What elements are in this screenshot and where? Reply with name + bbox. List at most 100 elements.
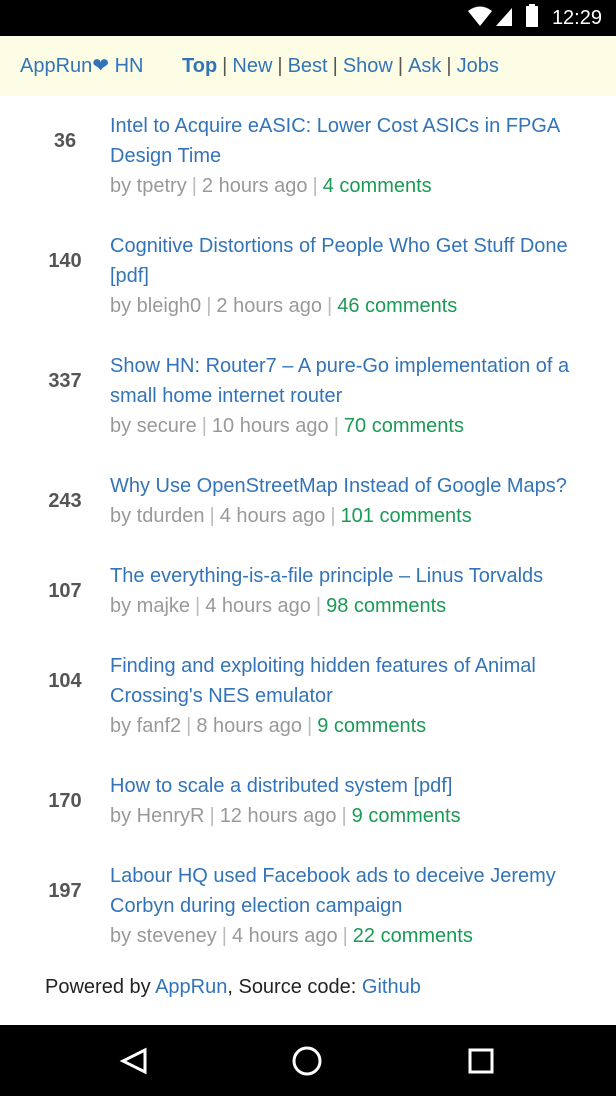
score: 104	[48, 670, 82, 692]
story-meta: by majke | 4 hours ago | 98 comments	[110, 591, 596, 621]
meta-separator: |	[221, 925, 227, 947]
brand-link[interactable]: AppRun❤ HN	[20, 55, 144, 77]
nav: Top | New | Best | Show | Ask | Jobs	[182, 36, 499, 96]
time: 2 hours ago	[201, 175, 308, 197]
story-item: 140 Cognitive Distortions of People Who G…	[0, 216, 616, 336]
story-body: Intel to Acquire eASIC: Lower Cost ASICs…	[110, 111, 596, 201]
author[interactable]: by secure	[110, 415, 197, 437]
meta-separator: |	[327, 295, 333, 317]
nav-separator: |	[222, 55, 228, 77]
story-title[interactable]: Show HN: Router7 – A pure-Go implementat…	[110, 355, 570, 407]
story-meta: by secure | 10 hours ago | 70 comments	[110, 411, 596, 441]
comments-link[interactable]: 98 comments	[326, 595, 447, 617]
home-button[interactable]	[292, 1046, 322, 1076]
meta-separator: |	[191, 175, 197, 197]
author[interactable]: by steveney	[110, 925, 217, 947]
comments-link[interactable]: 46 comments	[337, 295, 458, 317]
story-title[interactable]: How to scale a distributed system [pdf]	[110, 775, 453, 797]
story-item: 243 Why Use OpenStreetMap Instead of Goog…	[0, 456, 616, 546]
nav-link[interactable]: Top	[182, 55, 218, 77]
nav-separator: |	[446, 55, 452, 77]
score: 197	[48, 880, 82, 902]
meta-separator: |	[330, 505, 336, 527]
title-row: How to scale a distributed system [pdf]	[110, 771, 596, 801]
author[interactable]: by majke	[110, 595, 191, 617]
meta-separator: |	[307, 715, 313, 737]
story-item: 197 Labour HQ used Facebook ads to deceiv…	[0, 846, 616, 948]
time: 8 hours ago	[196, 715, 303, 737]
author[interactable]: by tpetry	[110, 175, 187, 197]
story-body: Finding and exploiting hidden features o…	[110, 651, 596, 741]
story-meta: by fanf2 | 8 hours ago | 9 comments	[110, 711, 596, 741]
title-row: Labour HQ used Facebook ads to deceive J…	[110, 861, 596, 921]
nav-link[interactable]: Best	[287, 55, 328, 77]
story-list: 36 Intel to Acquire eASIC: Lower Cost ASI…	[0, 96, 616, 948]
title-row: Show HN: Router7 – A pure-Go implementat…	[110, 351, 596, 411]
story-title[interactable]: The everything-is-a-file principle – Lin…	[110, 565, 544, 587]
story-body: Cognitive Distortions of People Who Get …	[110, 231, 596, 321]
meta-separator: |	[342, 925, 348, 947]
score: 170	[48, 790, 82, 812]
score: 140	[48, 250, 82, 272]
meta-separator: |	[312, 175, 318, 197]
comments-link[interactable]: 70 comments	[343, 415, 464, 437]
meta-separator: |	[195, 595, 201, 617]
comments-link[interactable]: 9 comments	[351, 805, 461, 827]
time: 12 hours ago	[219, 805, 337, 827]
time: 2 hours ago	[216, 295, 323, 317]
nav-link[interactable]: Show	[342, 55, 393, 77]
title-row: Finding and exploiting hidden features o…	[110, 651, 596, 711]
nav-separator: |	[397, 55, 404, 77]
story-title[interactable]: Labour HQ used Facebook ads to deceive J…	[110, 865, 556, 917]
nav-link[interactable]: Jobs	[456, 55, 499, 77]
author[interactable]: by HenryR	[110, 805, 205, 827]
navigation-bar	[0, 1025, 616, 1096]
time: 4 hours ago	[231, 925, 338, 947]
story-item: 104 Finding and exploiting hidden feature…	[0, 636, 616, 756]
back-button[interactable]	[119, 1047, 147, 1075]
story-meta: by tpetry | 2 hours ago | 4 comments	[110, 171, 596, 201]
story-title[interactable]: Intel to Acquire eASIC: Lower Cost ASICs…	[110, 115, 560, 167]
story-title[interactable]: Cognitive Distortions of People Who Get …	[110, 235, 568, 287]
story-body: Show HN: Router7 – A pure-Go implementat…	[110, 351, 596, 441]
score: 243	[48, 490, 82, 512]
header: AppRun❤ HN Top | New | Best | Show | Ask | Jobs	[0, 36, 616, 96]
comments-link[interactable]: 4 comments	[322, 175, 432, 197]
comments-link[interactable]: 9 comments	[317, 715, 427, 737]
author[interactable]: by tdurden	[110, 505, 205, 527]
story-meta: by HenryR | 12 hours ago | 9 comments	[110, 801, 596, 831]
nav-link[interactable]: Ask	[408, 55, 442, 77]
comments-link[interactable]: 101 comments	[340, 505, 472, 527]
meta-separator: |	[333, 415, 339, 437]
github-link[interactable]: Github	[361, 976, 421, 998]
title-row: Why Use OpenStreetMap Instead of Google …	[110, 471, 596, 501]
story-title[interactable]: Finding and exploiting hidden features o…	[110, 655, 536, 707]
apprun-link[interactable]: AppRun	[155, 976, 228, 998]
story-body: Why Use OpenStreetMap Instead of Google …	[110, 471, 596, 531]
author[interactable]: by fanf2	[110, 715, 182, 737]
story-title[interactable]: Why Use OpenStreetMap Instead of Google …	[110, 475, 567, 497]
clock: 12:29	[551, 7, 602, 29]
status-bar: 12:29	[0, 0, 616, 36]
footer-text: , Source code:	[227, 976, 362, 998]
story-item: 337 Show HN: Router7 – A pure-Go implemen…	[0, 336, 616, 456]
status-icons	[468, 4, 538, 27]
story-item: 170 How to scale a distributed system [pd…	[0, 756, 616, 846]
story-body: The everything-is-a-file principle – Lin…	[110, 561, 596, 621]
recents-button[interactable]	[468, 1048, 494, 1074]
story-item: 107 The everything-is-a-file principle – …	[0, 546, 616, 636]
story-meta: by steveney | 4 hours ago | 22 comments	[110, 921, 596, 948]
time: 10 hours ago	[211, 415, 329, 437]
nav-link[interactable]: New	[232, 55, 273, 77]
comments-link[interactable]: 22 comments	[352, 925, 473, 947]
title-row: The everything-is-a-file principle – Lin…	[110, 561, 596, 591]
time: 4 hours ago	[219, 505, 326, 527]
meta-separator: |	[315, 595, 322, 617]
nav-buttons	[119, 1046, 494, 1076]
nav-separator: |	[332, 55, 338, 77]
meta-separator: |	[186, 715, 192, 737]
score: 107	[48, 580, 82, 602]
author[interactable]: by bleigh0	[110, 295, 202, 317]
story-body: Labour HQ used Facebook ads to deceive J…	[110, 861, 596, 948]
meta-separator: |	[209, 505, 215, 527]
